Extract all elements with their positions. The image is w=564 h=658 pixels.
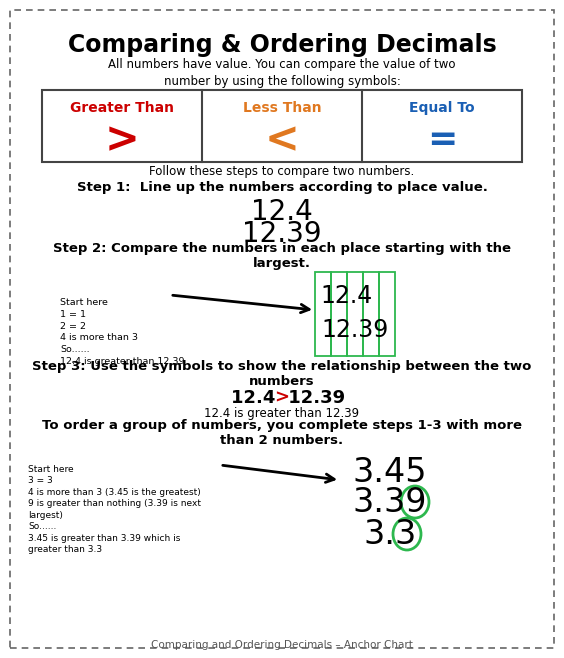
Text: >: > xyxy=(275,389,289,407)
Bar xyxy=(331,272,347,356)
FancyBboxPatch shape xyxy=(10,10,554,648)
Text: Start here
3 = 3
4 is more than 3 (3.45 is the greatest)
9 is greater than nothi: Start here 3 = 3 4 is more than 3 (3.45 … xyxy=(28,465,201,554)
Text: 12.39: 12.39 xyxy=(242,220,322,248)
Text: Greater Than: Greater Than xyxy=(70,101,174,115)
Text: 3.39: 3.39 xyxy=(352,486,428,519)
Text: 3.45: 3.45 xyxy=(352,455,428,488)
Bar xyxy=(42,90,522,162)
Text: Step 2: Compare the numbers in each place starting with the
largest.: Step 2: Compare the numbers in each plac… xyxy=(53,242,511,270)
Text: Start here
1 = 1
2 = 2
4 is more than 3
So......
12.4 is greater than 12.39: Start here 1 = 1 2 = 2 4 is more than 3 … xyxy=(60,298,184,366)
Text: Comparing and Ordering Decimals – Anchor Chart: Comparing and Ordering Decimals – Anchor… xyxy=(151,640,413,650)
Text: Comparing & Ordering Decimals: Comparing & Ordering Decimals xyxy=(68,33,496,57)
Text: Equal To: Equal To xyxy=(409,101,475,115)
Text: 12.39: 12.39 xyxy=(321,318,389,342)
Text: Step 3: Use the symbols to show the relationship between the two
numbers: Step 3: Use the symbols to show the rela… xyxy=(32,360,532,388)
Text: 12.4: 12.4 xyxy=(231,389,282,407)
Text: =: = xyxy=(427,123,457,157)
Text: <: < xyxy=(265,119,299,161)
Text: Less Than: Less Than xyxy=(243,101,321,115)
Text: 3.3: 3.3 xyxy=(363,517,417,551)
Bar xyxy=(347,272,363,356)
Text: 12.39: 12.39 xyxy=(282,389,345,407)
Text: To order a group of numbers, you complete steps 1-3 with more
than 2 numbers.: To order a group of numbers, you complet… xyxy=(42,419,522,447)
Bar xyxy=(315,272,331,356)
Bar xyxy=(363,272,379,356)
Text: 12.4: 12.4 xyxy=(251,198,313,226)
Text: 12.4: 12.4 xyxy=(321,284,373,308)
Text: Step 1:  Line up the numbers according to place value.: Step 1: Line up the numbers according to… xyxy=(77,182,487,195)
Text: All numbers have value. You can compare the value of two
number by using the fol: All numbers have value. You can compare … xyxy=(108,58,456,88)
Text: 12.4 is greater than 12.39: 12.4 is greater than 12.39 xyxy=(204,407,360,420)
Bar xyxy=(379,272,395,356)
Text: >: > xyxy=(104,119,139,161)
Text: Follow these steps to compare two numbers.: Follow these steps to compare two number… xyxy=(149,166,415,178)
